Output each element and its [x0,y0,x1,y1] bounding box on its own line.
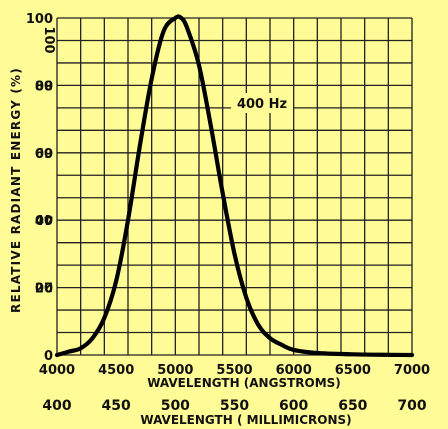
x-tick-label-secondary: 550 [220,398,249,414]
y-tick-label: 80 [35,79,53,94]
x-tick-label-secondary: 600 [279,398,308,414]
x-tick-label: 6000 [276,363,312,378]
annotation-400hz: 400 Hz [237,97,287,112]
curve-group [54,14,415,358]
x-tick-label-secondary: 500 [161,398,190,414]
y-tick-label-mirrored: 80 [35,76,53,91]
series-line-0 [54,14,415,358]
y-tick-label-mirrored: 40 [35,211,53,226]
annotation-box: 400 Hz [231,93,293,113]
x-tick-label: 5000 [157,363,193,378]
y-tick-label: 40 [35,214,53,229]
x-tick-label-secondary: 650 [338,398,367,414]
x-tick-label: 4500 [98,363,134,378]
x-tick-label-secondary: 700 [397,398,426,414]
x-tick-label-secondary: 400 [42,398,71,414]
x-axis-title: WAVELENGTH (ANGSTROMS) [147,376,341,390]
x-tick-label: 4000 [39,363,75,378]
x-tick-label: 5500 [216,363,252,378]
y-tick-label: 100 [26,12,53,27]
grid [56,17,413,356]
y-axis-title: RELATIVE RADIANT ENERGY (%) [9,67,23,313]
x-tick-label: 6500 [335,363,371,378]
y-tick-label: 60 [35,147,53,162]
y-tick-label-mirrored: 20 [35,279,53,294]
x-tick-label-secondary: 450 [102,398,131,414]
y-tick-label-mirrored: 60 [35,144,53,159]
y-tick-label-mirrored: 100 [41,26,56,53]
y-tick-label: 20 [35,282,53,297]
x-tick-label: 7000 [394,363,430,378]
y-tick-label: 0 [44,349,53,364]
x-axis-title-secondary: WAVELENGTH ( MILLIMICRONS) [140,413,351,427]
